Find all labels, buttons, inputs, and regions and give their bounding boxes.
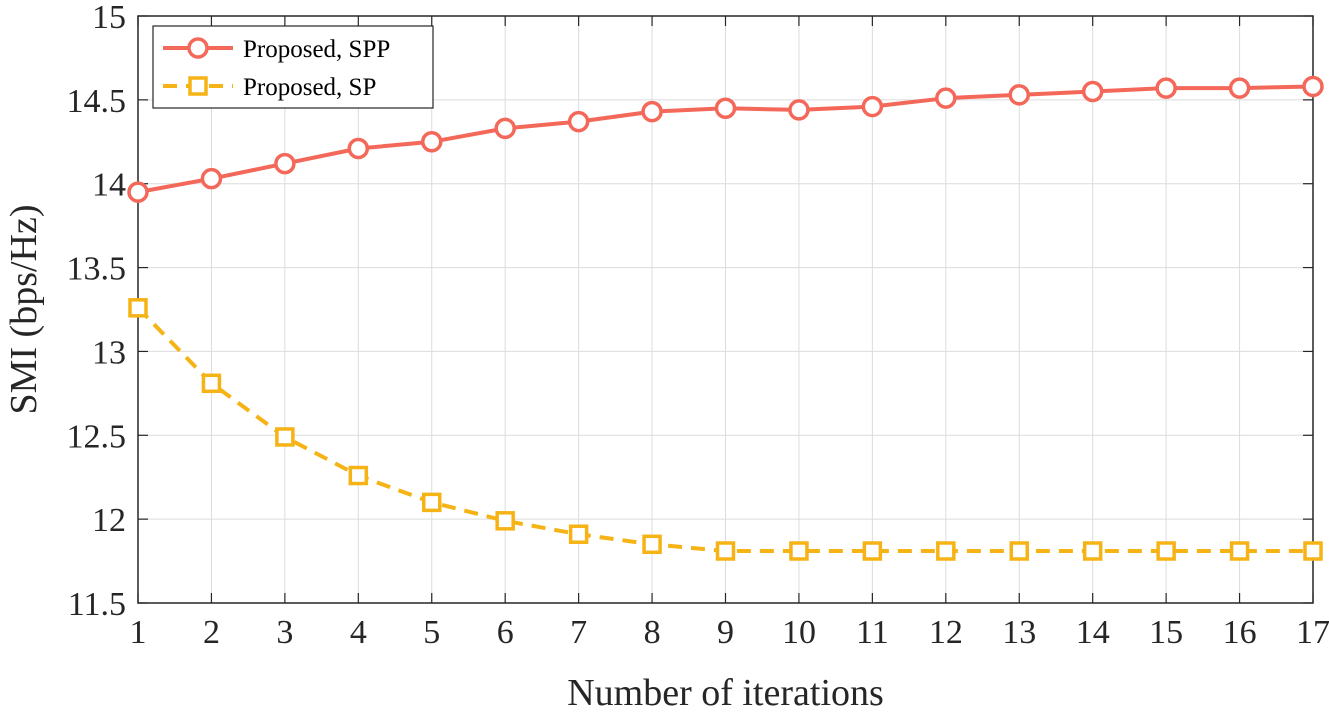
data-point-circle xyxy=(1302,75,1324,98)
data-point-circle xyxy=(127,181,149,203)
x-tick-label: 17 xyxy=(1296,614,1329,651)
x-tick-label: 12 xyxy=(929,614,963,651)
data-point-circle xyxy=(788,99,810,121)
x-tick-label: 4 xyxy=(350,614,367,651)
data-point-circle xyxy=(274,152,296,175)
x-tick-label: 5 xyxy=(423,614,440,651)
data-point-square xyxy=(348,465,369,486)
data-point-circle xyxy=(1081,80,1104,103)
y-tick-label: 14.5 xyxy=(67,83,127,120)
x-tick-label: 7 xyxy=(570,614,587,651)
y-tick-label: 12 xyxy=(92,502,126,539)
data-point-circle xyxy=(714,97,737,119)
data-point-square xyxy=(1229,541,1250,561)
data-point-square xyxy=(862,541,883,561)
x-axis-ticks: 1 2 3 4 5 6 7 8 9 10 11 12 13 14 15 16 17 xyxy=(130,16,1329,651)
data-point-square xyxy=(789,541,809,561)
data-point-square xyxy=(936,541,956,561)
x-tick-label: 14 xyxy=(1076,614,1110,651)
data-point-square xyxy=(642,534,662,555)
x-tick-label: 6 xyxy=(497,614,514,651)
data-point-circle xyxy=(641,100,663,123)
legend-item-proposed-sp: Proposed, SP xyxy=(163,74,376,101)
y-tick-label: 13 xyxy=(92,334,126,371)
data-point-circle xyxy=(347,137,370,160)
x-tick-label: 11 xyxy=(856,614,889,651)
legend: Proposed, SPP Proposed, SP xyxy=(152,25,434,109)
legend-label-proposed-sp: Proposed, SP xyxy=(243,74,376,101)
data-point-circle xyxy=(494,117,516,140)
data-point-circle xyxy=(935,87,957,109)
data-point-square xyxy=(201,373,222,394)
x-tick-label: 3 xyxy=(276,614,293,651)
data-point-square xyxy=(1009,541,1029,561)
legend-marker-square xyxy=(188,76,208,96)
data-point-square xyxy=(568,524,589,544)
x-tick-label: 2 xyxy=(203,614,220,651)
x-tick-label: 15 xyxy=(1149,614,1183,651)
data-point-square xyxy=(1082,541,1103,561)
x-tick-label: 16 xyxy=(1223,614,1257,651)
y-tick-label: 15 xyxy=(92,0,126,36)
legend-marker-circle xyxy=(187,37,209,59)
data-point-square xyxy=(495,511,515,531)
legend-item-proposed-spp: Proposed, SPP xyxy=(163,36,390,63)
data-point-circle xyxy=(1228,77,1251,99)
data-point-circle xyxy=(861,95,884,118)
data-point-square xyxy=(422,492,442,513)
data-point-circle xyxy=(567,110,590,133)
data-point-circle xyxy=(200,167,223,190)
data-point-square xyxy=(275,427,295,447)
x-tick-label: 8 xyxy=(644,614,661,651)
y-axis-title: SMI (bps/Hz) xyxy=(3,204,45,414)
data-point-square xyxy=(1156,541,1176,561)
data-point-circle xyxy=(1008,84,1030,106)
x-axis-title: Number of iterations xyxy=(567,672,884,713)
x-tick-label: 9 xyxy=(717,614,734,651)
x-tick-label: 10 xyxy=(782,614,816,651)
y-tick-label: 14 xyxy=(92,167,126,204)
x-tick-label: 13 xyxy=(1002,614,1036,651)
y-tick-label: 11.5 xyxy=(68,586,126,623)
y-axis-ticks: 11.5 12 12.5 13 13.5 14 14.5 15 xyxy=(67,0,1313,623)
series-group xyxy=(127,75,1324,561)
data-point-square xyxy=(128,298,148,318)
y-tick-label: 12.5 xyxy=(67,418,127,455)
x-tick-label: 1 xyxy=(130,614,147,651)
legend-label-proposed-spp: Proposed, SPP xyxy=(243,36,390,63)
series-proposed-spp xyxy=(127,75,1324,203)
data-point-circle xyxy=(1155,77,1177,99)
data-point-square xyxy=(1303,541,1323,561)
data-point-square xyxy=(715,541,736,561)
series-proposed-sp xyxy=(128,298,1323,561)
data-point-circle xyxy=(421,131,443,153)
y-tick-label: 13.5 xyxy=(67,251,127,288)
